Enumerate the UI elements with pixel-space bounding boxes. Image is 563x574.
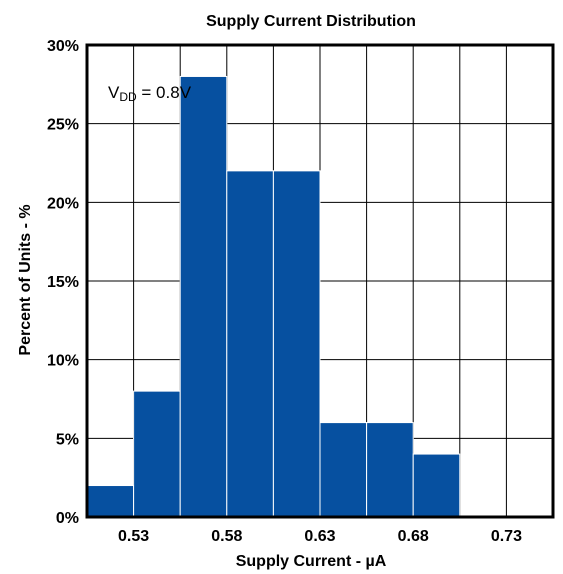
y-tick-label: 25% [47, 117, 79, 134]
plot-frame [85, 43, 555, 519]
histogram-bar [412, 453, 461, 518]
x-axis-label: Supply Current - µA [236, 553, 387, 570]
x-tick-label: 0.58 [211, 528, 242, 545]
y-axis-label: Percent of Units - % [17, 204, 34, 355]
x-tick-label: 0.53 [118, 528, 149, 545]
histogram-bar [133, 390, 181, 518]
histogram-bar [366, 422, 414, 518]
y-tick-label: 30% [47, 38, 79, 55]
y-tick-label: 0% [56, 510, 79, 527]
x-tick-label: 0.73 [491, 528, 522, 545]
histogram-bar [179, 75, 228, 518]
histogram-bar [272, 170, 321, 518]
y-tick-label: 15% [47, 274, 79, 291]
histogram-bar [86, 485, 135, 518]
bars [86, 75, 461, 518]
y-tick-label: 5% [56, 431, 79, 448]
y-tick-label: 10% [47, 353, 79, 370]
chart-title: Supply Current Distribution [206, 13, 416, 30]
vdd-annotation: VDD = 0.8V [108, 83, 192, 104]
x-tick-label: 0.63 [304, 528, 335, 545]
x-tick-label: 0.68 [398, 528, 429, 545]
histogram-bar [226, 170, 274, 518]
y-tick-labels: 0% 5% 10% 15% 20% 25% 30% [47, 38, 79, 527]
x-tick-labels: 0.53 0.58 0.63 0.68 0.73 [118, 528, 522, 545]
histogram-bar [319, 422, 368, 518]
y-tick-label: 20% [47, 195, 79, 212]
